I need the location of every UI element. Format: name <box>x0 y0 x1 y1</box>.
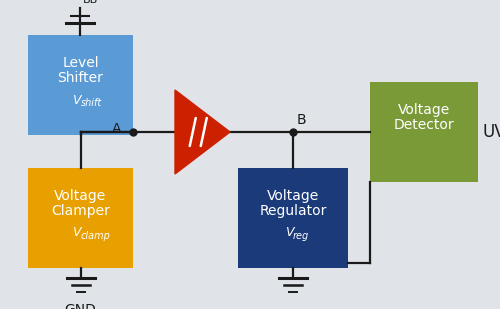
Text: Clamper: Clamper <box>51 204 110 218</box>
Text: GND: GND <box>64 303 96 309</box>
Text: B: B <box>297 113 306 127</box>
Text: V: V <box>68 0 77 3</box>
Text: BB: BB <box>83 0 98 5</box>
Text: Regulator: Regulator <box>260 204 326 218</box>
Text: Shifter: Shifter <box>58 71 104 85</box>
FancyBboxPatch shape <box>370 82 478 182</box>
Text: Voltage: Voltage <box>398 103 450 117</box>
Text: V: V <box>72 94 81 107</box>
Text: UVOV: UVOV <box>482 123 500 141</box>
Text: Detector: Detector <box>394 118 454 132</box>
Text: V: V <box>285 226 294 239</box>
Polygon shape <box>175 90 230 174</box>
Text: shift: shift <box>80 98 102 108</box>
Text: V: V <box>72 226 81 239</box>
Text: Voltage: Voltage <box>54 189 106 203</box>
FancyBboxPatch shape <box>28 168 133 268</box>
Text: Level: Level <box>62 56 99 70</box>
Text: Voltage: Voltage <box>267 189 319 203</box>
FancyBboxPatch shape <box>238 168 348 268</box>
Text: A: A <box>112 122 121 136</box>
FancyBboxPatch shape <box>28 35 133 135</box>
Text: reg: reg <box>293 231 309 241</box>
Text: clamp: clamp <box>80 231 110 241</box>
